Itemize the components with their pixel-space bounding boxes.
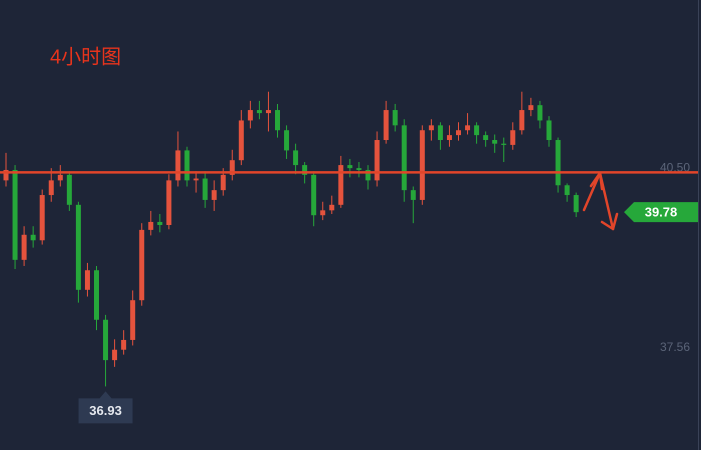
candle-body bbox=[419, 130, 425, 200]
plot-area: 40.50 37.56 bbox=[3, 91, 690, 387]
candle-body bbox=[84, 270, 90, 290]
candle-body bbox=[175, 150, 181, 181]
candle-body bbox=[564, 185, 570, 196]
low-callout bbox=[78, 391, 133, 424]
candle-body bbox=[256, 110, 262, 114]
candle-body bbox=[537, 105, 543, 121]
candle-body bbox=[229, 160, 235, 175]
candle-body bbox=[510, 130, 516, 145]
candle-body bbox=[492, 140, 498, 144]
candle-body bbox=[410, 190, 416, 200]
candle-body bbox=[528, 105, 534, 111]
candle-body bbox=[465, 125, 471, 131]
candle-body bbox=[166, 180, 172, 225]
candle-body bbox=[302, 165, 308, 175]
chart-title: 4小时图 bbox=[50, 45, 121, 68]
candle-body bbox=[265, 110, 271, 114]
y-tick-label: 37.56 bbox=[660, 340, 690, 354]
candle-body bbox=[573, 195, 579, 213]
candle-body bbox=[139, 229, 145, 301]
candle-body bbox=[121, 339, 127, 350]
candle-body bbox=[437, 125, 443, 141]
candle-body bbox=[193, 178, 199, 181]
candle-body bbox=[211, 190, 217, 200]
arrow-head-down bbox=[600, 212, 619, 231]
candle-body bbox=[546, 120, 552, 141]
candle-body bbox=[311, 174, 317, 216]
candle-body bbox=[130, 300, 136, 340]
candle-body bbox=[30, 234, 36, 241]
candle-body bbox=[428, 125, 434, 131]
candle-body bbox=[365, 169, 371, 181]
candle-body bbox=[238, 120, 244, 161]
candle-body bbox=[401, 125, 407, 191]
price-badge bbox=[624, 202, 698, 223]
candle-body bbox=[12, 169, 18, 260]
candle-body bbox=[383, 110, 389, 141]
candle-body bbox=[184, 150, 190, 181]
candle-body bbox=[347, 165, 353, 169]
y-tick-label: 40.50 bbox=[660, 160, 690, 174]
candle-body bbox=[374, 140, 380, 181]
candle-body bbox=[329, 204, 335, 211]
candle-body bbox=[94, 270, 99, 320]
candle-body bbox=[284, 130, 290, 151]
candle-body bbox=[356, 168, 362, 170]
candle-body bbox=[555, 140, 561, 186]
candle-body bbox=[66, 174, 72, 205]
candle-body bbox=[392, 110, 398, 126]
candle-body bbox=[39, 195, 45, 241]
candle-body bbox=[338, 165, 344, 205]
candle-body bbox=[293, 150, 299, 166]
candle-body bbox=[48, 180, 54, 196]
candle-body bbox=[474, 125, 480, 136]
candle-body bbox=[220, 174, 226, 191]
candle-body bbox=[202, 178, 208, 200]
candle-body bbox=[483, 135, 489, 141]
candle-body bbox=[148, 221, 154, 230]
candle-body bbox=[3, 169, 9, 181]
candle-body bbox=[247, 110, 253, 121]
candle-body bbox=[456, 130, 461, 136]
candle-body bbox=[57, 174, 63, 181]
low-callout-label: 36.93 bbox=[89, 403, 122, 418]
candle-body bbox=[519, 110, 525, 131]
candle-body bbox=[275, 110, 280, 131]
candle-body bbox=[75, 204, 81, 290]
candle-body bbox=[501, 143, 507, 145]
candle-body bbox=[112, 349, 118, 361]
candle-body bbox=[320, 210, 326, 216]
price-badge-label: 39.78 bbox=[645, 205, 678, 220]
candle-body bbox=[103, 319, 109, 361]
candle-body bbox=[157, 221, 163, 225]
candle-body bbox=[446, 135, 452, 141]
candle-body bbox=[21, 234, 27, 260]
